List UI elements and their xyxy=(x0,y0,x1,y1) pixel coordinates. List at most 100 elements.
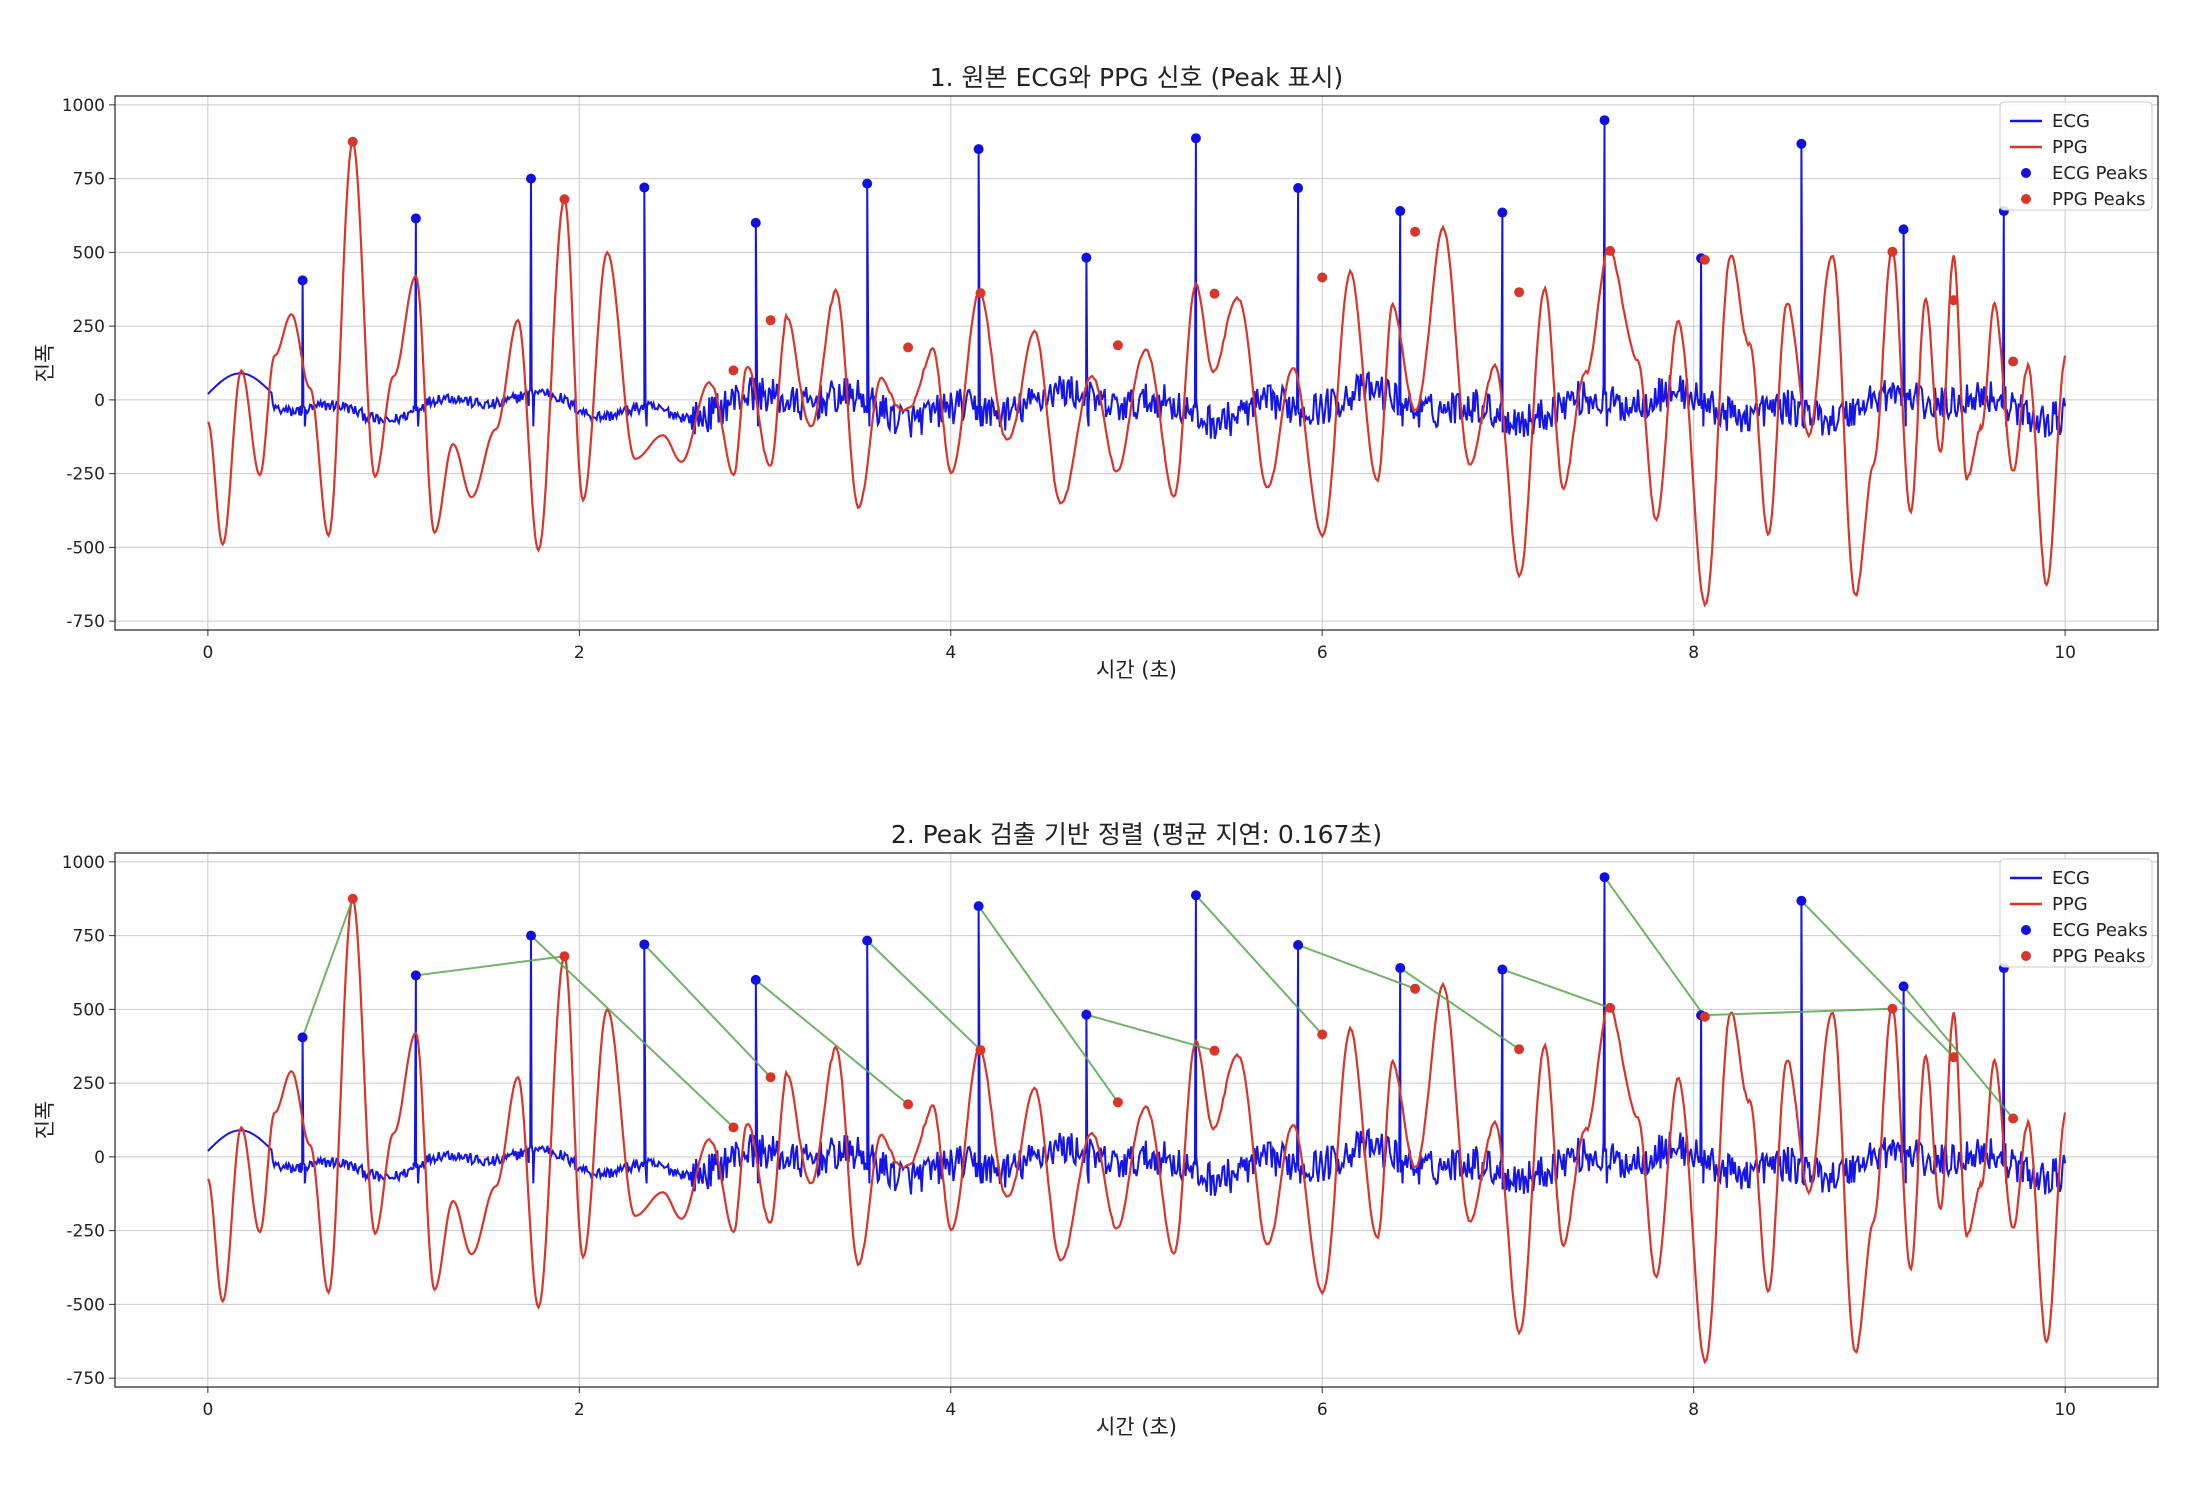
legend-swatch xyxy=(2021,925,2031,935)
ecg-peak-point xyxy=(1081,252,1092,263)
ecg-peak-point xyxy=(639,939,650,950)
y-tick-label: -750 xyxy=(66,612,105,632)
ppg-peak-point xyxy=(903,342,914,353)
legend-box xyxy=(1999,101,2153,211)
ppg-peak-point xyxy=(1887,246,1898,257)
legend-label: PPG xyxy=(2052,137,2088,158)
legend-label: PPG Peaks xyxy=(2052,946,2146,967)
ecg-peak-point xyxy=(1293,183,1304,194)
legend: ECG PPG ECG Peaks PPG Peaks xyxy=(1999,101,2153,211)
ecg-peak-point xyxy=(1497,207,1508,218)
y-tick-label: 500 xyxy=(73,243,105,263)
ecg-peak-point xyxy=(1190,133,1201,144)
ecg-peak-point xyxy=(526,930,537,941)
alignment-line xyxy=(1086,1013,1215,1052)
ppg-peak-point xyxy=(1948,1052,1959,1063)
ppg-peak-point xyxy=(1887,1003,1898,1014)
ecg-peak-point xyxy=(1190,890,1201,901)
x-tick-label: 6 xyxy=(1317,643,1328,663)
y-axis-label: 진폭 xyxy=(33,344,57,383)
y-tick-label: 0 xyxy=(94,391,105,411)
y-tick-label: 750 xyxy=(73,170,105,190)
plot-area: 0 2 4 6 8 10 -750 -500 -250 0 250 500 750 1000 xyxy=(62,852,2159,1420)
ecg-series-line xyxy=(207,120,2067,440)
ecg-peak-point xyxy=(1898,224,1909,235)
legend-swatch xyxy=(2021,194,2031,204)
ppg-peak-point xyxy=(1410,226,1421,237)
alignment-line xyxy=(1800,900,1955,1058)
ppg-peak-point xyxy=(1948,295,1959,306)
ppg-peak-point xyxy=(1317,1029,1328,1040)
chart-panel-aligned: 2. Peak 검출 기반 정렬 (평균 지연: 0.167초) 시간 (초) … xyxy=(33,820,2159,1439)
ppg-peak-point xyxy=(2008,1113,2019,1124)
y-tick-label: -250 xyxy=(66,465,105,485)
alignment-line xyxy=(1399,967,1520,1051)
alignment-line xyxy=(1902,985,2014,1120)
alignment-line xyxy=(1195,894,1323,1036)
y-tick-label: -750 xyxy=(66,1369,105,1389)
plot-area: 0 2 4 6 8 10 -750 -500 -250 0 250 500 750 1000 xyxy=(62,95,2159,663)
y-tick-label: 250 xyxy=(73,317,105,337)
x-tick-label: 4 xyxy=(945,1400,956,1420)
ppg-peak-point xyxy=(1514,287,1525,298)
plot-frame xyxy=(114,95,2159,631)
x-tick-label: 0 xyxy=(202,643,213,663)
ppg-peak-point xyxy=(1209,1045,1220,1056)
ppg-peak-point xyxy=(347,136,358,147)
x-tick-label: 8 xyxy=(1688,643,1699,663)
ppg-peak-point xyxy=(1410,983,1421,994)
legend-label: ECG Peaks xyxy=(2052,920,2148,941)
alignment-line xyxy=(866,939,982,1051)
ppg-peak-point xyxy=(765,1072,776,1083)
ecg-peak-point xyxy=(1796,138,1807,149)
ppg-peak-point xyxy=(765,315,776,326)
y-tick-label: -250 xyxy=(66,1222,105,1242)
x-axis-label: 시간 (초) xyxy=(1096,658,1177,682)
ecg-peak-point xyxy=(973,144,984,155)
ppg-peak-point xyxy=(2008,356,2019,367)
ppg-peak-point xyxy=(728,1122,739,1133)
legend-box xyxy=(1999,858,2153,968)
y-tick-label: 250 xyxy=(73,1074,105,1094)
ecg-peak-point xyxy=(862,935,873,946)
x-tick-label: 6 xyxy=(1317,1400,1328,1420)
ppg-peak-point xyxy=(1605,245,1616,256)
legend-label: ECG xyxy=(2052,868,2090,889)
plot-frame xyxy=(114,852,2159,1388)
y-tick-label: 1000 xyxy=(62,853,105,873)
alignment-line xyxy=(977,905,1119,1103)
chart-title: 2. Peak 검출 기반 정렬 (평균 지연: 0.167초) xyxy=(891,820,1382,849)
y-tick-label: -500 xyxy=(66,538,105,558)
alignment-line xyxy=(530,934,735,1129)
ppg-peak-point xyxy=(1317,272,1328,283)
y-axis-label: 진폭 xyxy=(33,1101,57,1140)
x-tick-label: 0 xyxy=(202,1400,213,1420)
x-tick-label: 2 xyxy=(574,1400,585,1420)
ecg-series-line xyxy=(207,877,2067,1197)
legend-label: ECG xyxy=(2052,111,2090,132)
ecg-peak-point xyxy=(1395,206,1406,217)
alignment-line xyxy=(1502,968,1611,1009)
ecg-peak-point xyxy=(862,178,873,189)
ppg-peak-point xyxy=(347,893,358,904)
x-tick-label: 8 xyxy=(1688,1400,1699,1420)
ppg-peak-point xyxy=(1605,1002,1616,1013)
legend-label: PPG Peaks xyxy=(2052,189,2146,210)
x-tick-label: 2 xyxy=(574,643,585,663)
ecg-peak-point xyxy=(526,173,537,184)
ppg-peak-point xyxy=(1699,1011,1710,1022)
y-tick-label: 1000 xyxy=(62,96,105,116)
y-tick-label: 500 xyxy=(73,1000,105,1020)
alignment-line xyxy=(415,955,565,977)
ppg-peak-point xyxy=(903,1099,914,1110)
ecg-peak-point xyxy=(1898,981,1909,992)
alignment-line xyxy=(755,979,909,1106)
ppg-peak-point xyxy=(1514,1044,1525,1055)
ecg-peak-point xyxy=(297,275,308,286)
ecg-peak-point xyxy=(750,974,761,985)
x-tick-label: 10 xyxy=(2054,1400,2076,1420)
legend-swatch xyxy=(2021,951,2031,961)
ppg-series-line xyxy=(206,895,2067,1365)
alignment-line xyxy=(1701,1007,1893,1017)
ppg-peak-point xyxy=(559,194,570,205)
